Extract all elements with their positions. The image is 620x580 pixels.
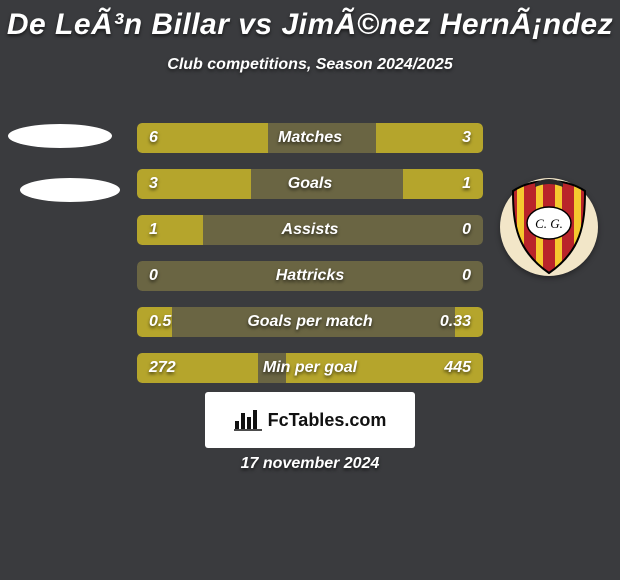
stat-row: 272445Min per goal <box>137 353 483 383</box>
club-badge-svg: C. G. <box>505 179 593 275</box>
fctables-text: FcTables.com <box>268 410 387 431</box>
stats-comparison: 63Matches 31Goals 10Assists 00Hattricks 0.50… <box>137 123 483 399</box>
bar-chart-icon <box>234 409 262 431</box>
stat-row: 00Hattricks <box>137 261 483 291</box>
club-badge: C. G. <box>500 178 598 276</box>
stat-row: 0.50.33Goals per match <box>137 307 483 337</box>
stat-label: Goals <box>137 169 483 199</box>
stat-label: Min per goal <box>137 353 483 383</box>
stat-row: 31Goals <box>137 169 483 199</box>
player-photo-placeholder <box>8 124 112 148</box>
update-date: 17 november 2024 <box>0 455 620 473</box>
stat-label: Hattricks <box>137 261 483 291</box>
stat-label: Matches <box>137 123 483 153</box>
page-subtitle: Club competitions, Season 2024/2025 <box>0 56 620 74</box>
stat-row: 63Matches <box>137 123 483 153</box>
fctables-watermark: FcTables.com <box>205 392 415 448</box>
badge-text: C. G. <box>535 216 563 231</box>
stat-label: Assists <box>137 215 483 245</box>
player-photo-placeholder <box>20 178 120 202</box>
stat-label: Goals per match <box>137 307 483 337</box>
page-title: De LeÃ³n Billar vs JimÃ©nez HernÃ¡ndez <box>0 0 620 42</box>
stat-row: 10Assists <box>137 215 483 245</box>
